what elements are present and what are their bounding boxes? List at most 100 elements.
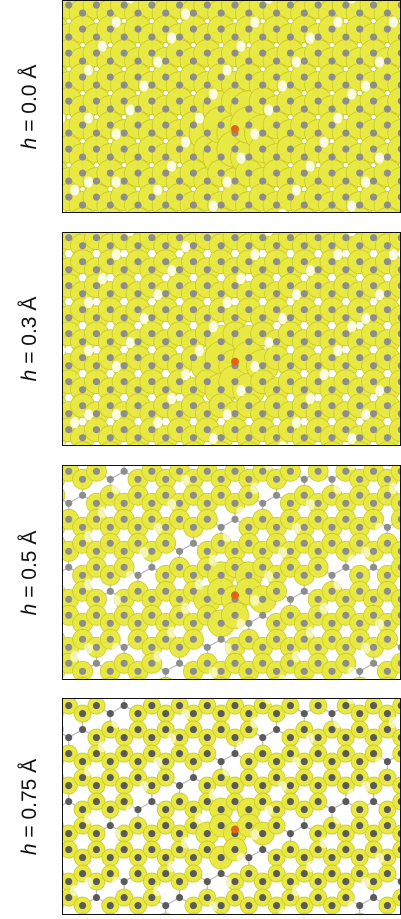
atom <box>162 105 170 113</box>
atom <box>148 177 156 185</box>
atom <box>245 667 253 675</box>
atom <box>148 515 156 523</box>
atom <box>272 869 281 878</box>
atom <box>203 749 211 758</box>
atom <box>92 410 101 418</box>
atom <box>65 378 73 386</box>
atom <box>397 33 400 41</box>
atom <box>189 475 198 483</box>
atom <box>189 709 198 718</box>
atom <box>217 667 225 675</box>
atom <box>65 829 73 838</box>
atom <box>314 733 322 742</box>
atom <box>217 121 225 129</box>
atom <box>92 362 101 370</box>
atom <box>120 426 128 434</box>
atom <box>120 33 128 41</box>
atom <box>148 129 156 137</box>
atom <box>175 330 184 338</box>
atom <box>286 467 295 475</box>
atom <box>314 515 322 523</box>
atom <box>162 386 170 394</box>
atom <box>203 314 211 322</box>
atom <box>148 829 156 838</box>
atom <box>106 757 114 766</box>
atom <box>314 1 322 9</box>
atom <box>356 153 364 161</box>
atom <box>245 290 253 298</box>
atom <box>162 338 170 346</box>
atom <box>300 805 308 814</box>
atom <box>272 853 281 862</box>
atom <box>342 97 350 105</box>
atom <box>369 547 378 555</box>
atom <box>134 201 142 209</box>
atom <box>92 547 101 555</box>
atom <box>120 595 128 603</box>
atom <box>217 901 225 910</box>
atom <box>217 587 225 595</box>
atom <box>300 539 308 547</box>
atom <box>162 201 170 209</box>
atom <box>397 378 400 386</box>
atom <box>286 701 295 710</box>
atom <box>175 733 184 742</box>
atom <box>78 709 87 718</box>
atom <box>328 475 336 483</box>
atom <box>383 539 392 547</box>
atom <box>189 491 198 499</box>
atom <box>106 821 114 830</box>
atom <box>397 734 400 741</box>
atom <box>65 81 73 89</box>
atom <box>148 659 156 667</box>
atom <box>328 201 336 209</box>
atom <box>120 547 128 555</box>
atom <box>259 49 267 57</box>
atom <box>231 877 239 886</box>
atom <box>245 901 253 910</box>
atom <box>286 515 295 523</box>
panel-label-1: h = 0.0 Å <box>0 0 60 213</box>
atom <box>175 829 184 838</box>
atom <box>328 402 336 410</box>
atom <box>78 242 87 250</box>
atom <box>92 845 101 854</box>
atom <box>162 9 170 17</box>
atom <box>259 282 267 290</box>
atom <box>245 475 253 483</box>
atom <box>356 354 364 362</box>
atom <box>383 306 392 314</box>
atom <box>92 797 101 806</box>
atom <box>272 571 281 579</box>
atom <box>245 434 253 442</box>
atom <box>328 73 336 81</box>
atom <box>203 643 211 651</box>
atom <box>369 266 378 274</box>
atom <box>162 757 170 766</box>
atom <box>272 635 281 643</box>
atom <box>383 9 392 17</box>
atom <box>231 845 239 854</box>
atom <box>272 169 281 177</box>
atom <box>245 805 253 814</box>
atom <box>120 515 128 523</box>
atom <box>259 515 267 523</box>
atom <box>175 515 184 523</box>
atom <box>78 73 87 81</box>
atom <box>245 169 253 177</box>
atom <box>175 845 184 854</box>
atom <box>272 725 281 734</box>
atom <box>175 749 184 758</box>
atom <box>369 193 378 201</box>
atom <box>106 354 114 362</box>
atom <box>65 643 73 651</box>
atom <box>134 402 142 410</box>
atom <box>286 563 295 571</box>
atom <box>383 386 392 394</box>
atom <box>356 901 364 910</box>
atom <box>245 869 253 878</box>
atom <box>106 105 114 113</box>
defect-atom <box>231 357 239 366</box>
atom <box>314 643 322 651</box>
atom <box>314 659 322 667</box>
